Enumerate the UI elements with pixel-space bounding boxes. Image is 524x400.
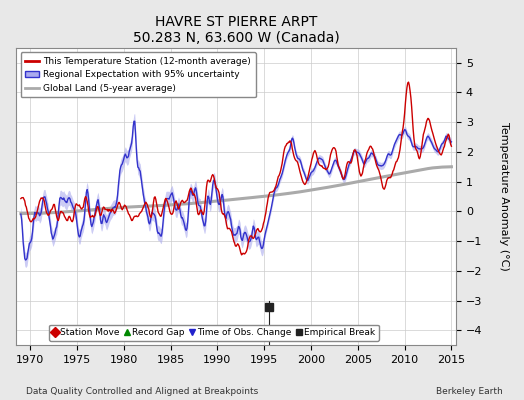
Legend: Station Move, Record Gap, Time of Obs. Change, Empirical Break: Station Move, Record Gap, Time of Obs. C… [49,324,379,341]
Y-axis label: Temperature Anomaly (°C): Temperature Anomaly (°C) [499,122,509,271]
Title: HAVRE ST PIERRE ARPT
50.283 N, 63.600 W (Canada): HAVRE ST PIERRE ARPT 50.283 N, 63.600 W … [133,15,340,45]
Text: Berkeley Earth: Berkeley Earth [436,387,503,396]
Text: Data Quality Controlled and Aligned at Breakpoints: Data Quality Controlled and Aligned at B… [26,387,258,396]
